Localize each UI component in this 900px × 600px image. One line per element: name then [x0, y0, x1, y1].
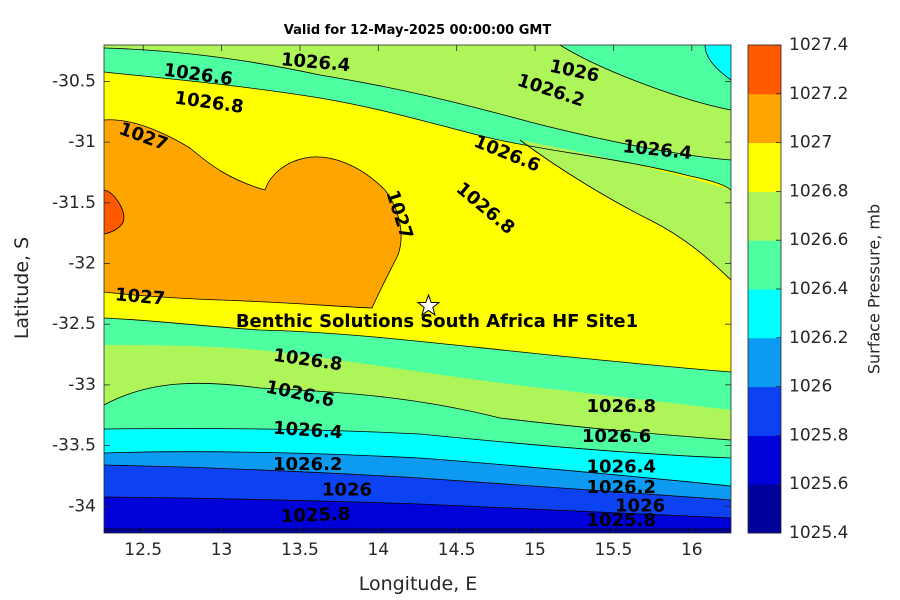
colorbar-band	[748, 386, 781, 436]
colorbar-band	[748, 435, 781, 485]
contour-line	[104, 451, 731, 487]
contour-label: 1025.8	[587, 510, 656, 531]
colorbar-tick-label: 1025.6	[789, 474, 848, 494]
contour-line	[704, 45, 731, 81]
colorbar: 1025.4 1025.6 1025.8 1026 1026.2 1026.4 1026.6…	[747, 35, 848, 543]
x-tick-label: 13.5	[281, 540, 319, 560]
contour-label: 1026.2	[273, 454, 342, 475]
contour-label: 1026.2	[587, 477, 656, 498]
contour-label: 1025.8	[281, 504, 351, 527]
contour-line	[104, 71, 731, 191]
colorbar-tick-label: 1027.2	[789, 84, 848, 104]
x-tick-label: 14.5	[438, 540, 476, 560]
contour-label: 1026.4	[587, 456, 656, 477]
y-tick-label: -32	[68, 254, 96, 274]
contour-line	[104, 119, 402, 309]
band-1027.2	[104, 190, 124, 234]
colorbar-tick-label: 1027	[789, 133, 832, 153]
star-icon	[416, 293, 441, 317]
colorbar-tick-label: 1026.8	[789, 181, 848, 201]
band-1027	[104, 119, 402, 308]
contour-label: 1027	[114, 284, 166, 309]
contour-line	[104, 382, 731, 441]
colorbar-tick-label: 1025.4	[789, 523, 848, 543]
band-1026.6-east	[520, 140, 731, 280]
contour-label: 1026	[615, 495, 665, 516]
x-axis: 12.5 13 13.5 14 14.5 15 15.5 16	[124, 45, 703, 560]
x-tick-label: 13	[211, 540, 233, 560]
colorbar-band	[748, 289, 781, 339]
y-tick-label: -33.5	[52, 436, 96, 456]
contour-line	[559, 45, 731, 111]
x-tick-label: 12.5	[124, 540, 162, 560]
colorbar-band	[748, 240, 781, 290]
contour-line	[104, 428, 731, 459]
x-tick-label: 15	[524, 540, 546, 560]
colorbar-band	[748, 191, 781, 241]
colorbar-tick-label: 1025.8	[789, 425, 848, 445]
colorbar-tick-label: 1026	[789, 377, 832, 397]
plot-frame	[103, 44, 732, 534]
y-tick-label: -33	[68, 375, 96, 395]
contour-line	[104, 317, 731, 373]
contour-line	[104, 189, 125, 235]
contour-label: 1026.4	[272, 418, 343, 444]
contour-label: 1026.8	[587, 396, 656, 417]
contour-label: 1026.6	[582, 426, 651, 447]
colorbar-band	[748, 93, 781, 144]
contour-line	[104, 47, 731, 161]
site-label: Benthic Solutions South Africa HF Site1	[236, 311, 638, 332]
plot-title: Valid for 12-May-2025 00:00:00 GMT	[283, 23, 552, 38]
y-tick-label: -34	[68, 496, 96, 516]
colorbar-band	[748, 45, 781, 95]
site-marker: Benthic Solutions South Africa HF Site1	[236, 293, 638, 332]
x-axis-label: Longitude, E	[358, 573, 478, 595]
colorbar-tick-label: 1026.6	[789, 230, 848, 250]
y-axis: -30.5 -31 -31.5 -32 -32.5 -33 -33.5 -34	[52, 71, 731, 516]
contour-line	[104, 496, 731, 519]
colorbar-tick-label: 1026.4	[789, 279, 848, 299]
y-tick-label: -31.5	[52, 193, 96, 213]
contour-line	[104, 464, 731, 501]
contour-line	[519, 139, 731, 281]
contour-label: 1026	[322, 480, 372, 501]
colorbar-band	[748, 337, 781, 388]
y-tick-label: -32.5	[52, 314, 96, 334]
contour-fill-layer	[104, 45, 731, 533]
contour-lines	[104, 45, 731, 530]
x-tick-label: 15.5	[595, 540, 633, 560]
y-tick-label: -30.5	[52, 71, 96, 91]
colorbar-band	[748, 142, 781, 192]
colorbar-band	[748, 484, 781, 534]
y-tick-label: -31	[68, 132, 96, 152]
x-tick-label: 16	[681, 540, 703, 560]
colorbar-tick-label: 1027.4	[789, 35, 848, 55]
x-tick-label: 14	[367, 540, 389, 560]
colorbar-tick-label: 1026.2	[789, 328, 848, 348]
